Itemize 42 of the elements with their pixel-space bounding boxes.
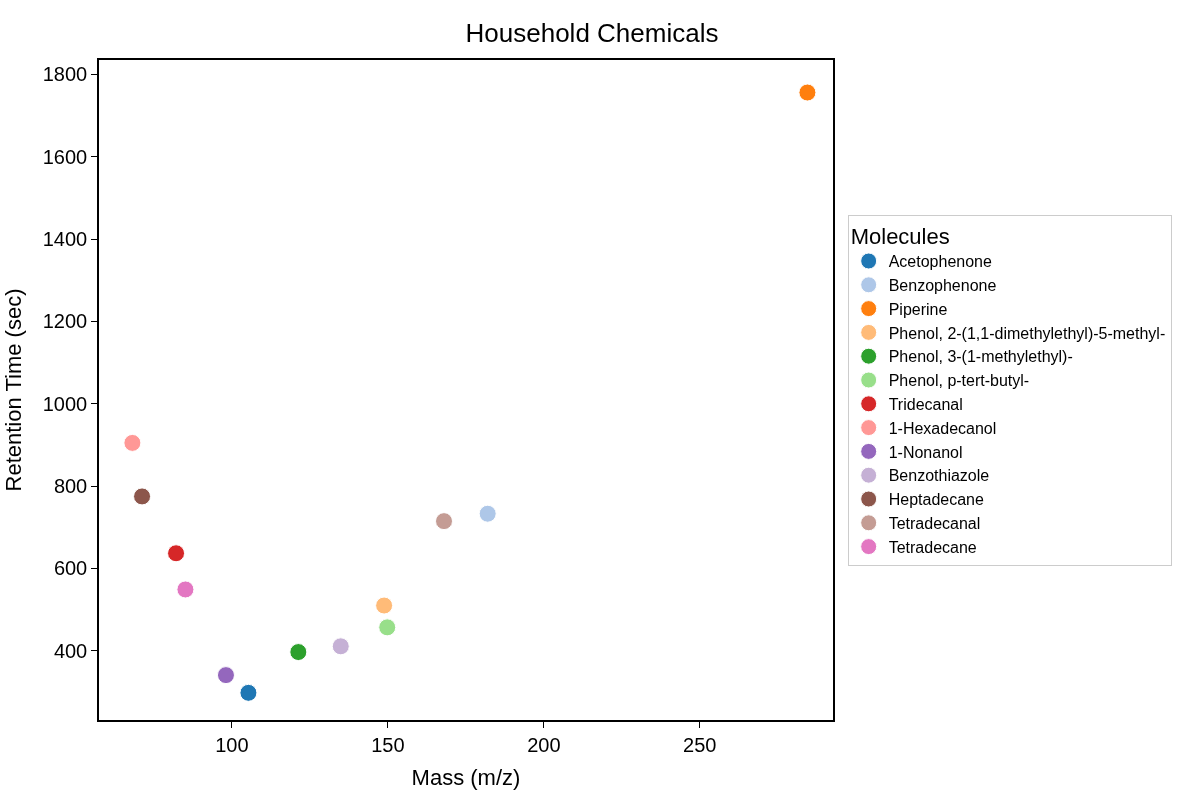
legend-label: Benzophenone [888, 277, 997, 295]
x-tick-label: 200 [527, 733, 561, 756]
point [798, 83, 817, 102]
y-tick-label: 400 [53, 639, 88, 662]
legend-label: Tetradecane [888, 538, 977, 556]
legend-label: Phenol, 2-(1,1-dimethylethyl)-5-methyl- [888, 324, 1166, 342]
y-axis-title: Retention Time (sec) [1, 288, 27, 492]
point [435, 512, 454, 531]
point [216, 666, 235, 685]
x-tick-label: 250 [683, 733, 717, 756]
y-tick-label: 800 [53, 475, 88, 498]
point [133, 487, 152, 506]
legend-label: Benzothiazole [888, 467, 990, 485]
x-axis-title: Mass (m/z) [411, 765, 521, 791]
y-tick-label: 1800 [42, 63, 88, 86]
legend-label: Heptadecane [888, 491, 984, 509]
legend-label: Phenol, p-tert-butyl- [888, 372, 1030, 390]
legend-title: Molecules [850, 224, 950, 250]
point [478, 504, 497, 523]
point [331, 637, 350, 656]
point [167, 544, 186, 563]
point [289, 643, 308, 662]
legend-label: Tridecanal [888, 396, 963, 414]
y-tick-label: 600 [53, 557, 88, 580]
legend-label: Acetophenone [888, 253, 992, 271]
point [375, 596, 394, 615]
y-tick-label: 1600 [42, 145, 88, 168]
y-tick-label: 1000 [42, 392, 88, 415]
y-tick-label: 1400 [42, 228, 88, 251]
y-tick-label: 1200 [42, 310, 88, 333]
legend-label: Phenol, 3-(1-methylethyl)- [888, 348, 1073, 366]
chart-title: Household Chemicals [465, 18, 719, 49]
point [176, 580, 195, 599]
legend-label: 1-Nonanol [888, 443, 963, 461]
legend-label: Tetradecanal [888, 515, 981, 533]
x-tick-label: 150 [371, 733, 405, 756]
point [239, 683, 258, 702]
legend-label: Piperine [888, 300, 948, 318]
x-tick-label: 100 [215, 733, 249, 756]
point [378, 618, 397, 637]
legend-label: 1-Hexadecanol [888, 419, 997, 437]
point [123, 433, 142, 452]
